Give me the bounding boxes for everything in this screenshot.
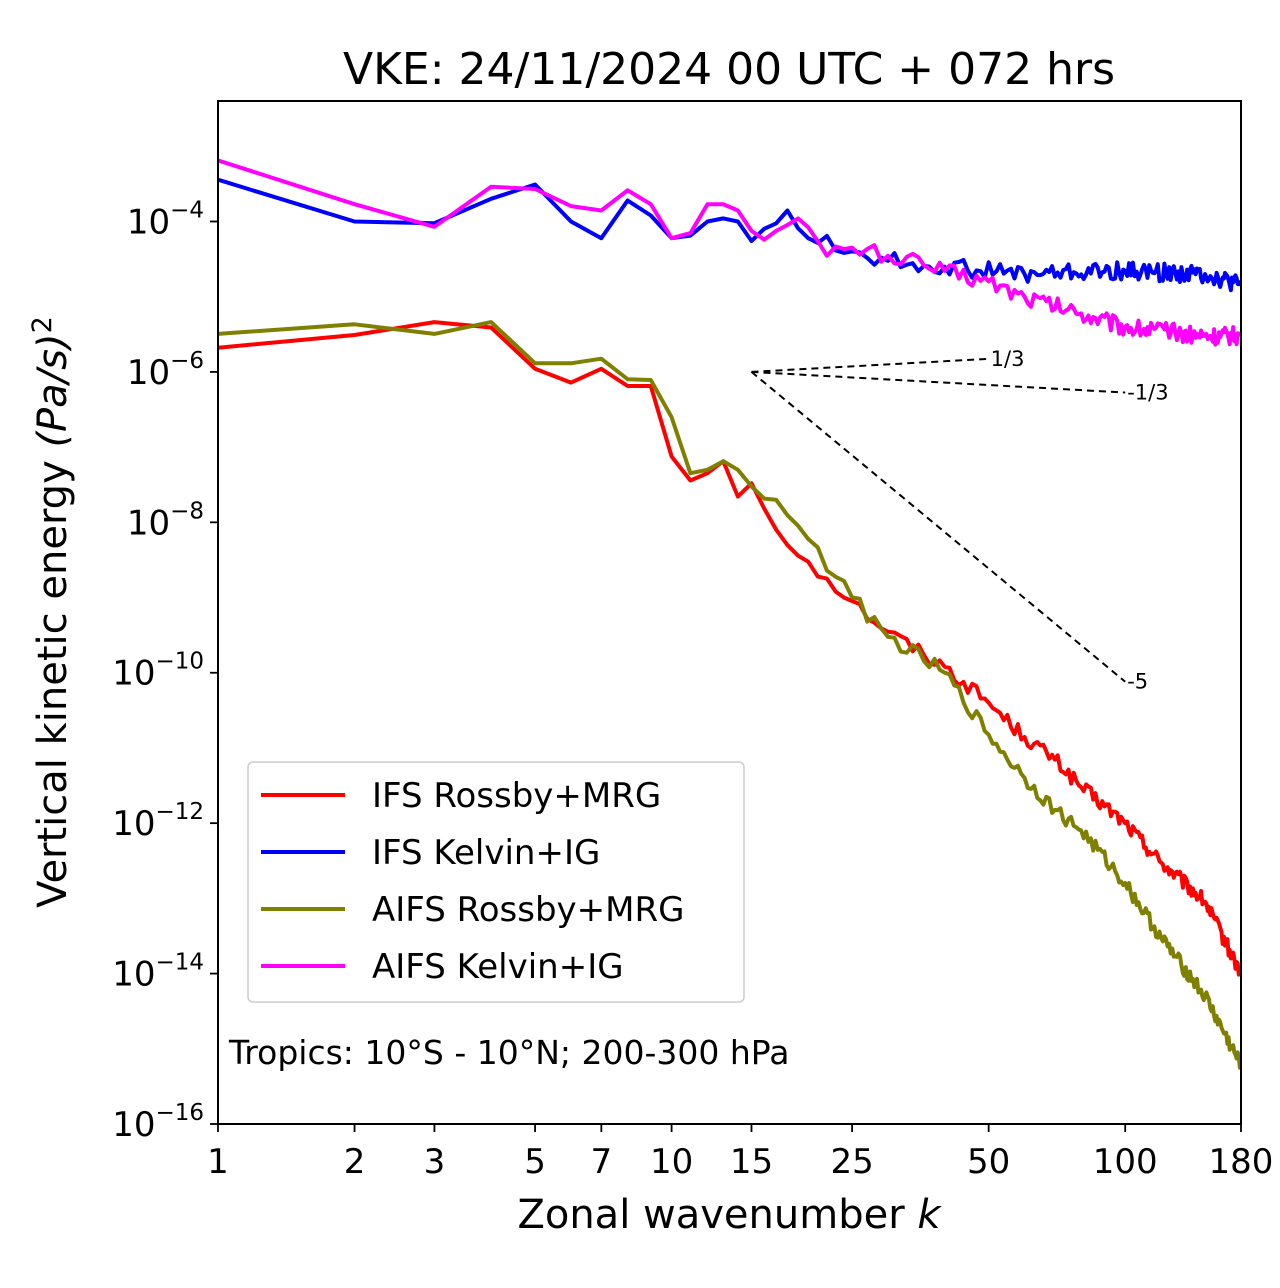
y-tick-label: 10−14 <box>112 950 204 995</box>
legend-box <box>247 761 745 1003</box>
series-layer <box>218 158 1241 1070</box>
y-tick-label: 10−16 <box>112 1100 204 1145</box>
legend-label: IFS Kelvin+IG <box>372 833 600 873</box>
x-tick-label: 2 <box>344 1142 366 1182</box>
x-axis-label-var: k <box>917 1192 942 1238</box>
y-tick-label: 10−12 <box>112 799 204 844</box>
y-axis-label: Vertical kinetic energy (Pa/s)2 <box>27 316 77 908</box>
reference-line <box>751 357 989 373</box>
x-tick-label: 5 <box>524 1142 546 1182</box>
legend-label: AIFS Kelvin+IG <box>372 947 624 987</box>
reference-line <box>751 370 1126 394</box>
x-tick-label: 25 <box>830 1142 873 1182</box>
x-tick-label: 180 <box>1209 1142 1274 1182</box>
region-annotation: Tropics: 10°S - 10°N; 200-300 hPa <box>228 1033 789 1072</box>
y-axis-label-text: Vertical kinetic energy <box>30 460 76 908</box>
reference-line-label: -5 <box>1127 670 1148 694</box>
reference-line-label: 1/3 <box>991 347 1025 371</box>
series-line <box>218 320 1241 977</box>
x-tick-label: 1 <box>207 1142 229 1182</box>
series-line <box>218 320 1241 1070</box>
y-axis-label-exp: 2 <box>27 316 58 333</box>
x-axis-label-text: Zonal wavenumber <box>517 1192 905 1238</box>
x-axis-label: Zonal wavenumber k <box>517 1192 942 1238</box>
legend-label: AIFS Rossby+MRG <box>372 890 684 930</box>
y-tick-label: 10−10 <box>112 649 204 694</box>
chart-title: VKE: 24/11/2024 00 UTC + 072 hrs <box>343 44 1115 95</box>
series-line <box>218 158 1241 347</box>
x-tick-label: 10 <box>650 1142 693 1182</box>
reference-line <box>750 371 1126 683</box>
y-axis: 10−4 10−6 10−8 10−10 10−12 10−14 10−16 <box>112 197 218 1145</box>
reference-lines: 1/3 -1/3 -5 <box>750 347 1169 694</box>
y-axis-label-unit: (Pa/s) <box>30 333 76 447</box>
reference-line-label: -1/3 <box>1127 381 1168 405</box>
legend: IFS Rossby+MRG IFS Kelvin+IG AIFS Rossby+M… <box>247 761 745 1003</box>
x-tick-label: 15 <box>730 1142 773 1182</box>
legend-label: IFS Rossby+MRG <box>372 776 661 816</box>
x-tick-label: 7 <box>591 1142 613 1182</box>
y-tick-label: 10−4 <box>127 197 204 242</box>
plot-frame <box>217 100 1242 1125</box>
x-tick-label: 50 <box>967 1142 1010 1182</box>
x-tick-label: 100 <box>1093 1142 1158 1182</box>
series-line <box>218 177 1241 293</box>
y-tick-label: 10−8 <box>127 498 204 543</box>
y-tick-label: 10−6 <box>127 348 204 393</box>
x-axis: 1 2 3 5 7 10 15 25 50 100 180 <box>207 1124 1273 1182</box>
x-tick-label: 3 <box>424 1142 446 1182</box>
